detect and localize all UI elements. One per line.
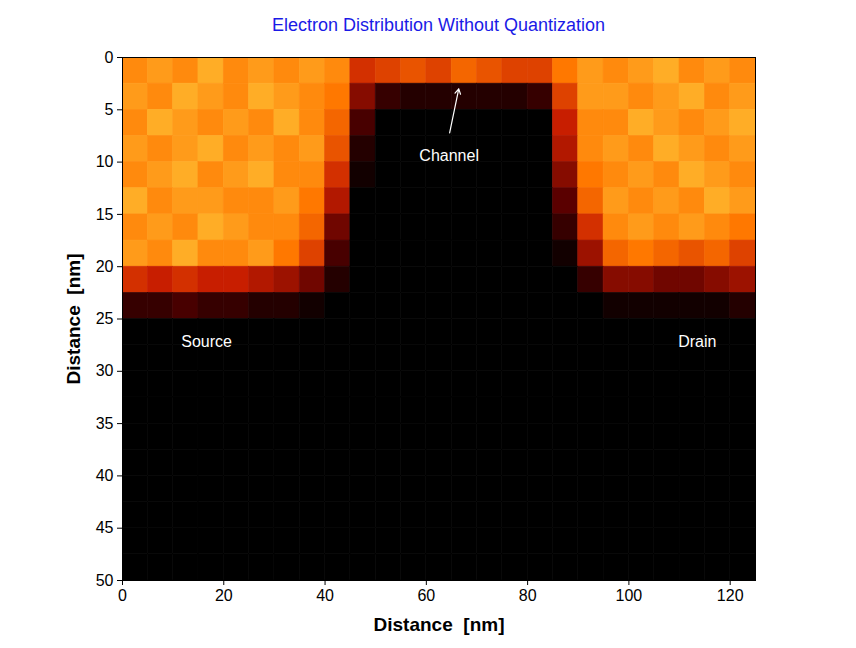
svg-text:20: 20 <box>96 258 114 275</box>
svg-text:Channel: Channel <box>419 147 479 164</box>
svg-text:100: 100 <box>616 587 643 604</box>
svg-text:Source: Source <box>181 333 232 350</box>
svg-text:60: 60 <box>417 587 435 604</box>
svg-text:20: 20 <box>215 587 233 604</box>
html-text:Electron Distribution Without: Electron Distribution Without Quantizati… <box>271 15 606 35</box>
svg-text:5: 5 <box>105 101 114 118</box>
svg-text:80: 80 <box>519 587 537 604</box>
svg-text:Distance [nm]: Distance [nm] <box>63 254 84 385</box>
svg-text:10: 10 <box>96 153 114 170</box>
svg-text:30: 30 <box>96 362 114 379</box>
svg-text:120: 120 <box>717 587 744 604</box>
svg-text:15: 15 <box>96 206 114 223</box>
svg-text:35: 35 <box>96 415 114 432</box>
svg-text:45: 45 <box>96 519 114 536</box>
svg-text:40: 40 <box>96 467 114 484</box>
svg-text:Distance [nm]: Distance [nm] <box>374 614 505 635</box>
svg-text:0: 0 <box>118 587 127 604</box>
svg-text:50: 50 <box>96 572 114 589</box>
svg-text:40: 40 <box>316 587 334 604</box>
svg-text:0: 0 <box>105 49 114 66</box>
svg-text:25: 25 <box>96 310 114 327</box>
svg-text:Drain: Drain <box>678 333 716 350</box>
